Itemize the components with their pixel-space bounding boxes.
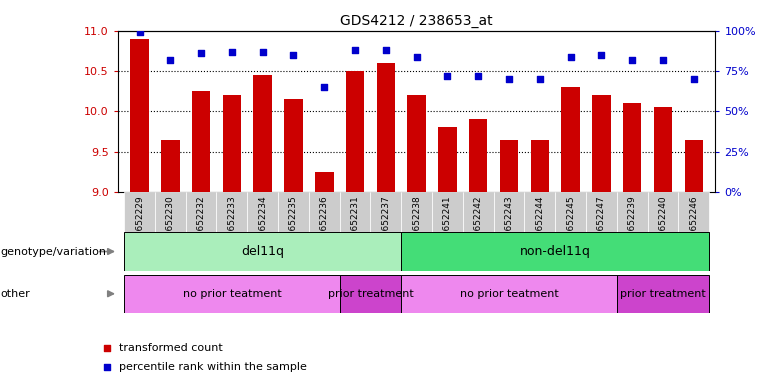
Point	[533, 76, 546, 82]
Point	[288, 52, 300, 58]
Bar	[463, 192, 494, 267]
Text: no prior teatment: no prior teatment	[183, 289, 282, 299]
Bar	[124, 275, 339, 313]
Bar	[438, 127, 457, 192]
Text: prior treatment: prior treatment	[620, 289, 706, 299]
Bar	[469, 119, 488, 192]
Bar	[401, 275, 617, 313]
Text: GSM652240: GSM652240	[658, 196, 667, 250]
Bar	[309, 192, 339, 267]
Point	[565, 53, 577, 60]
Bar	[315, 172, 333, 192]
Text: GSM652236: GSM652236	[320, 196, 329, 250]
Point	[626, 57, 638, 63]
Bar	[654, 107, 672, 192]
Point	[164, 57, 177, 63]
Bar	[524, 192, 556, 267]
Point	[344, 267, 356, 273]
Text: del11q: del11q	[241, 245, 284, 258]
Bar	[124, 232, 401, 271]
Text: GSM652233: GSM652233	[228, 196, 237, 250]
Bar	[223, 95, 241, 192]
Point	[318, 84, 330, 90]
Text: GSM652237: GSM652237	[381, 196, 390, 250]
Text: no prior teatment: no prior teatment	[460, 289, 559, 299]
Point	[503, 76, 515, 82]
Bar	[377, 63, 395, 192]
Title: GDS4212 / 238653_at: GDS4212 / 238653_at	[340, 14, 493, 28]
Bar	[432, 192, 463, 267]
Text: GSM652244: GSM652244	[535, 196, 544, 250]
Bar	[216, 192, 247, 267]
Bar	[500, 139, 518, 192]
Text: GSM652246: GSM652246	[689, 196, 699, 250]
Point	[349, 47, 361, 53]
Bar	[592, 95, 610, 192]
Bar	[556, 192, 586, 267]
Text: GSM652231: GSM652231	[351, 196, 359, 250]
Text: prior treatment: prior treatment	[327, 289, 413, 299]
Text: GSM652241: GSM652241	[443, 196, 452, 250]
Text: GSM652239: GSM652239	[628, 196, 637, 250]
Text: GSM652229: GSM652229	[135, 196, 144, 250]
Bar	[253, 75, 272, 192]
Bar	[617, 275, 709, 313]
Bar	[192, 91, 210, 192]
Point	[226, 49, 238, 55]
Point	[256, 49, 269, 55]
Bar	[278, 192, 309, 267]
Bar	[155, 192, 186, 267]
Bar	[586, 192, 617, 267]
Bar	[345, 71, 365, 192]
Bar	[401, 192, 432, 267]
Bar	[186, 192, 216, 267]
Text: transformed count: transformed count	[119, 343, 223, 353]
Point	[344, 92, 356, 98]
Point	[657, 57, 669, 63]
Text: GSM652238: GSM652238	[412, 196, 421, 250]
Text: genotype/variation: genotype/variation	[1, 247, 107, 257]
Text: GSM652230: GSM652230	[166, 196, 175, 250]
Bar	[494, 192, 524, 267]
Bar	[623, 103, 642, 192]
Bar	[130, 39, 148, 192]
Text: GSM652247: GSM652247	[597, 196, 606, 250]
Bar	[161, 139, 180, 192]
Text: non-del11q: non-del11q	[520, 245, 591, 258]
Bar	[339, 275, 401, 313]
Bar	[124, 192, 155, 267]
Text: GSM652235: GSM652235	[289, 196, 298, 250]
Point	[688, 76, 700, 82]
Text: percentile rank within the sample: percentile rank within the sample	[119, 362, 307, 372]
Bar	[530, 139, 549, 192]
Bar	[371, 192, 401, 267]
Bar	[685, 139, 703, 192]
Bar	[339, 192, 371, 267]
Point	[441, 73, 454, 79]
Point	[195, 50, 207, 56]
Bar	[407, 95, 426, 192]
Bar	[247, 192, 278, 267]
Point	[133, 29, 145, 35]
Text: GSM652234: GSM652234	[258, 196, 267, 250]
Text: other: other	[1, 289, 30, 299]
Bar	[285, 99, 303, 192]
Bar	[401, 232, 709, 271]
Bar	[617, 192, 648, 267]
Point	[595, 52, 607, 58]
Bar	[648, 192, 678, 267]
Text: GSM652242: GSM652242	[474, 196, 482, 250]
Point	[411, 53, 423, 60]
Point	[380, 47, 392, 53]
Point	[472, 73, 484, 79]
Text: GSM652245: GSM652245	[566, 196, 575, 250]
Bar	[678, 192, 709, 267]
Text: GSM652232: GSM652232	[196, 196, 205, 250]
Text: GSM652243: GSM652243	[505, 196, 514, 250]
Bar	[562, 87, 580, 192]
